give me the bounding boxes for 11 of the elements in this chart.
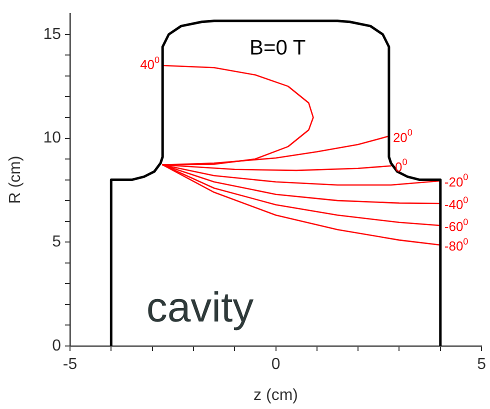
y-axis-title: R (cm) bbox=[7, 156, 24, 204]
y-tick-label: 15 bbox=[43, 26, 62, 43]
annotation: cavity bbox=[146, 284, 254, 331]
x-tick-label: -5 bbox=[62, 356, 78, 374]
annotation: B=0 T bbox=[249, 36, 306, 60]
x-axis-title: z (cm) bbox=[254, 386, 298, 404]
y-tick-label: 10 bbox=[43, 130, 62, 147]
x-tick-label: 5 bbox=[477, 356, 486, 374]
y-tick-label: 0 bbox=[52, 337, 62, 354]
y-tick-label: 5 bbox=[52, 234, 62, 251]
x-tick-label: 0 bbox=[271, 356, 280, 374]
